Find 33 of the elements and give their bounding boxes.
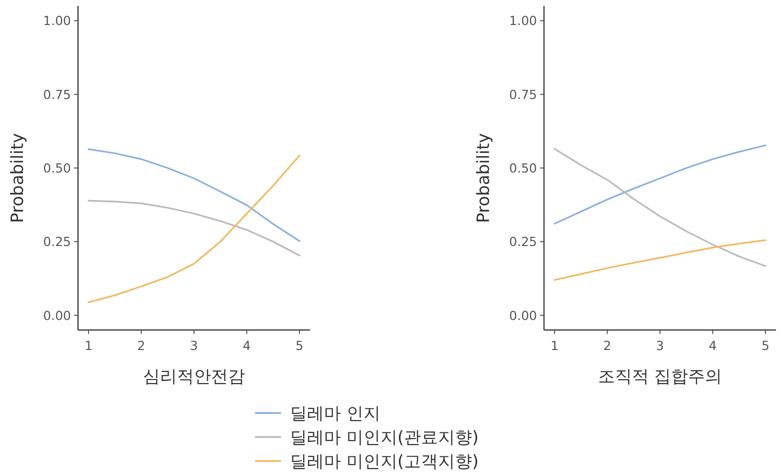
legend-label: 딜레마 미인지(관료지향) (290, 428, 479, 448)
x-tick-label: 5 (761, 338, 770, 353)
line-series (554, 148, 766, 267)
legend-label: 딜레마 인지 (290, 404, 380, 424)
y-tick-label: 0.00 (509, 308, 538, 323)
y-tick-label: 1.00 (509, 13, 538, 28)
x-tick-label: 5 (295, 338, 304, 353)
line-series (88, 148, 300, 242)
y-tick-label: 0.50 (43, 160, 72, 176)
x-tick-label: 4 (242, 338, 251, 353)
x-tick-label: 1 (84, 338, 93, 353)
x-tick-label: 4 (708, 338, 717, 353)
y-axis-title: Probability (474, 133, 494, 223)
x-tick-label: 1 (550, 338, 559, 353)
x-axis-title: 심리적안전감 (143, 367, 245, 387)
y-tick-label: 0.75 (509, 86, 537, 102)
y-tick-label: 0.50 (509, 160, 538, 176)
line-series (554, 239, 766, 281)
y-tick-label: 0.75 (43, 86, 71, 102)
x-axis-title: 조직적 집합주의 (598, 367, 722, 387)
line-series (88, 154, 300, 304)
x-tick-label: 2 (603, 338, 612, 353)
x-tick-label: 2 (137, 338, 146, 353)
y-tick-label: 1.00 (43, 13, 72, 28)
y-tick-label: 0.25 (43, 234, 71, 250)
y-tick-label: 0.25 (509, 234, 537, 250)
x-tick-label: 3 (190, 338, 198, 353)
line-series (554, 144, 766, 224)
x-tick-label: 3 (656, 338, 664, 353)
legend-label: 딜레마 미인지(고객지향) (290, 452, 479, 472)
y-tick-label: 0.00 (43, 308, 72, 323)
y-axis-title: Probability (8, 133, 28, 223)
line-series (88, 200, 300, 256)
